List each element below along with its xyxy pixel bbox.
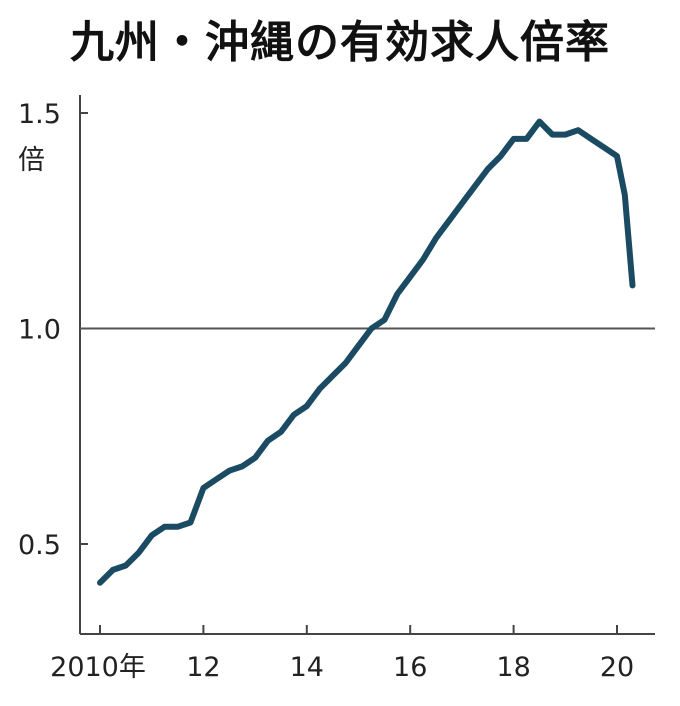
x-tick-label: 14 (290, 652, 324, 683)
series-group (97, 118, 636, 586)
x-ticks: 2010年 12 14 16 18 20 (50, 625, 634, 683)
series-line (97, 118, 636, 586)
chart-title: 九州・沖縄の有効求人倍率 (70, 17, 610, 68)
y-ticks: 0.5 1.0 1.5 (18, 99, 88, 561)
y-tick-label: 1.5 (18, 99, 61, 130)
x-tick-label: 20 (600, 652, 634, 683)
x-tick-label: 2010年 (50, 652, 146, 683)
x-tick-label: 16 (393, 652, 427, 683)
y-tick-label: 1.0 (18, 315, 61, 346)
y-tick-label: 0.5 (18, 530, 61, 561)
x-tick-label: 18 (496, 652, 530, 683)
x-tick-label: 12 (186, 652, 220, 683)
y-axis-unit-label: 倍 (18, 145, 45, 176)
axes (79, 95, 655, 635)
